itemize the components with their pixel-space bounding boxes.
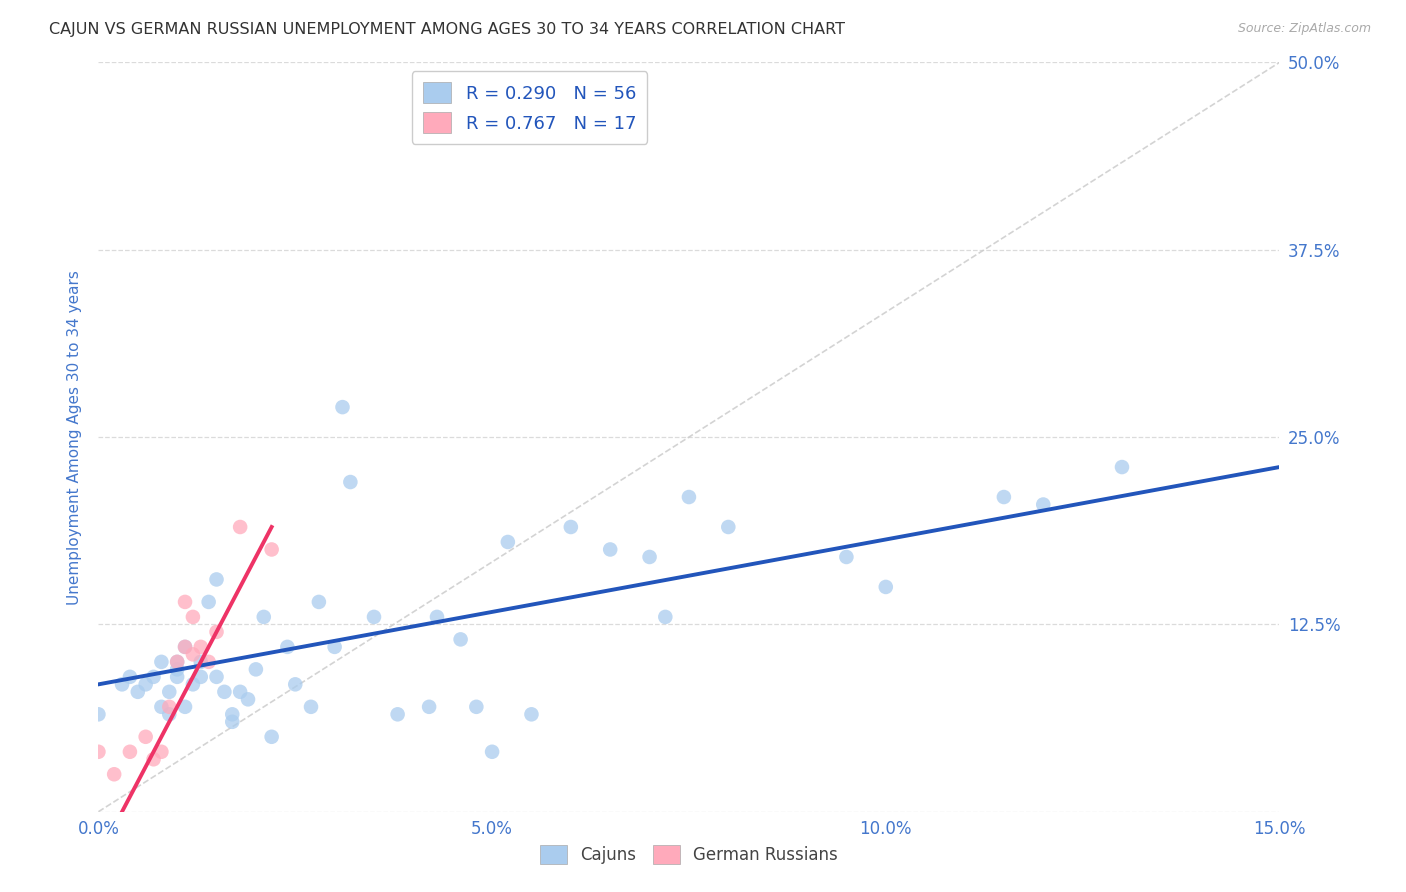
Point xyxy=(717,520,740,534)
Point xyxy=(190,670,212,684)
Point xyxy=(560,520,582,534)
Point xyxy=(174,640,197,654)
Point xyxy=(205,624,228,639)
Point xyxy=(205,573,228,587)
Legend: Cajuns, German Russians: Cajuns, German Russians xyxy=(533,838,845,871)
Point xyxy=(284,677,307,691)
Point xyxy=(481,745,503,759)
Point xyxy=(174,640,197,654)
Point xyxy=(229,685,252,699)
Point xyxy=(245,662,267,676)
Point xyxy=(339,475,361,489)
Point xyxy=(157,685,180,699)
Point xyxy=(465,699,488,714)
Point xyxy=(157,707,180,722)
Point xyxy=(181,677,204,691)
Point xyxy=(426,610,449,624)
Point xyxy=(150,699,173,714)
Point xyxy=(142,670,165,684)
Point xyxy=(181,610,204,624)
Point xyxy=(678,490,700,504)
Point xyxy=(387,707,409,722)
Point xyxy=(496,535,519,549)
Point xyxy=(135,730,157,744)
Point xyxy=(993,490,1015,504)
Point xyxy=(260,730,283,744)
Point xyxy=(127,685,149,699)
Point xyxy=(118,745,141,759)
Point xyxy=(1111,460,1133,475)
Point xyxy=(363,610,385,624)
Point xyxy=(174,699,197,714)
Point xyxy=(150,745,173,759)
Point xyxy=(197,595,219,609)
Point xyxy=(260,542,283,557)
Point xyxy=(221,714,243,729)
Point xyxy=(166,655,188,669)
Point xyxy=(181,648,204,662)
Point xyxy=(638,549,661,564)
Point xyxy=(835,549,858,564)
Point xyxy=(87,707,110,722)
Point xyxy=(1032,498,1054,512)
Point xyxy=(166,655,188,669)
Point xyxy=(166,662,188,676)
Point xyxy=(299,699,322,714)
Point xyxy=(221,707,243,722)
Point xyxy=(450,632,472,647)
Point xyxy=(135,677,157,691)
Point xyxy=(276,640,298,654)
Point xyxy=(174,595,197,609)
Point xyxy=(214,685,236,699)
Point xyxy=(599,542,621,557)
Point xyxy=(205,670,228,684)
Point xyxy=(111,677,134,691)
Point xyxy=(418,699,440,714)
Point xyxy=(150,655,173,669)
Point xyxy=(308,595,330,609)
Point xyxy=(236,692,259,706)
Point xyxy=(332,400,354,414)
Point xyxy=(118,670,141,684)
Point xyxy=(157,699,180,714)
Text: Source: ZipAtlas.com: Source: ZipAtlas.com xyxy=(1237,22,1371,36)
Point xyxy=(166,670,188,684)
Y-axis label: Unemployment Among Ages 30 to 34 years: Unemployment Among Ages 30 to 34 years xyxy=(66,269,82,605)
Point xyxy=(253,610,276,624)
Point xyxy=(142,752,165,766)
Point xyxy=(197,655,219,669)
Point xyxy=(520,707,543,722)
Point xyxy=(190,655,212,669)
Point xyxy=(323,640,346,654)
Text: CAJUN VS GERMAN RUSSIAN UNEMPLOYMENT AMONG AGES 30 TO 34 YEARS CORRELATION CHART: CAJUN VS GERMAN RUSSIAN UNEMPLOYMENT AMO… xyxy=(49,22,845,37)
Point xyxy=(229,520,252,534)
Point xyxy=(87,745,110,759)
Point xyxy=(654,610,676,624)
Point xyxy=(875,580,897,594)
Point xyxy=(103,767,125,781)
Point xyxy=(190,640,212,654)
